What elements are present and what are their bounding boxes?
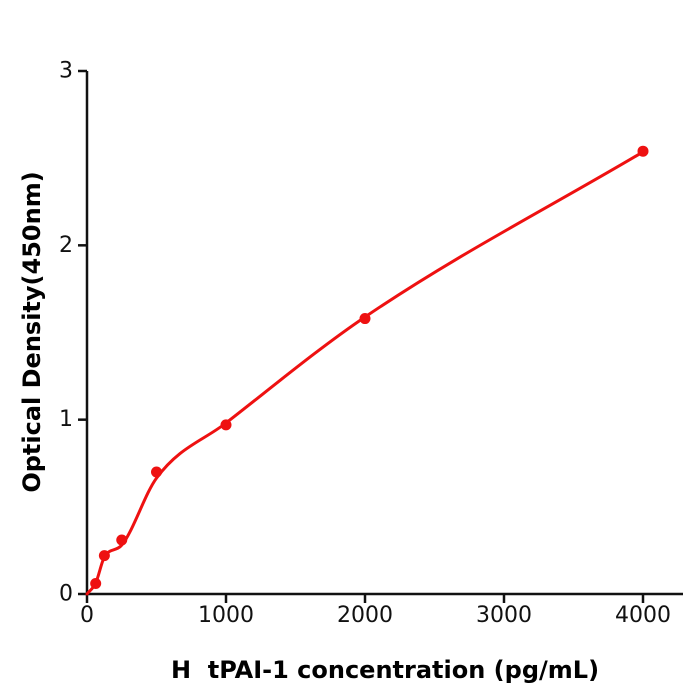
axes-layer: 0 1000 2000 3000 4000 0 1 2 3: [59, 59, 683, 628]
data-point: [359, 313, 371, 325]
x-tick-label: 1000: [198, 603, 254, 628]
x-tick-label: 0: [80, 603, 94, 628]
data-point: [151, 466, 162, 478]
data-point: [220, 419, 232, 431]
data-point: [116, 534, 128, 546]
y-tick-label: 3: [59, 59, 73, 84]
x-tick-label: 2000: [337, 603, 393, 628]
y-tick-label: 0: [59, 582, 73, 607]
data-layer: [85, 145, 649, 596]
x-tick-label: 4000: [615, 603, 671, 628]
y-axis-title: Optical Density(450nm): [18, 171, 46, 492]
y-tick-label: 2: [59, 233, 73, 258]
data-point: [637, 145, 649, 157]
data-point: [98, 550, 110, 562]
x-tick-label: 3000: [476, 603, 532, 628]
fit-curve: [85, 150, 645, 596]
data-point: [90, 578, 102, 590]
x-axis-title: H tPAI-1 concentration (pg/mL): [171, 656, 599, 684]
y-tick-label: 1: [59, 407, 73, 432]
